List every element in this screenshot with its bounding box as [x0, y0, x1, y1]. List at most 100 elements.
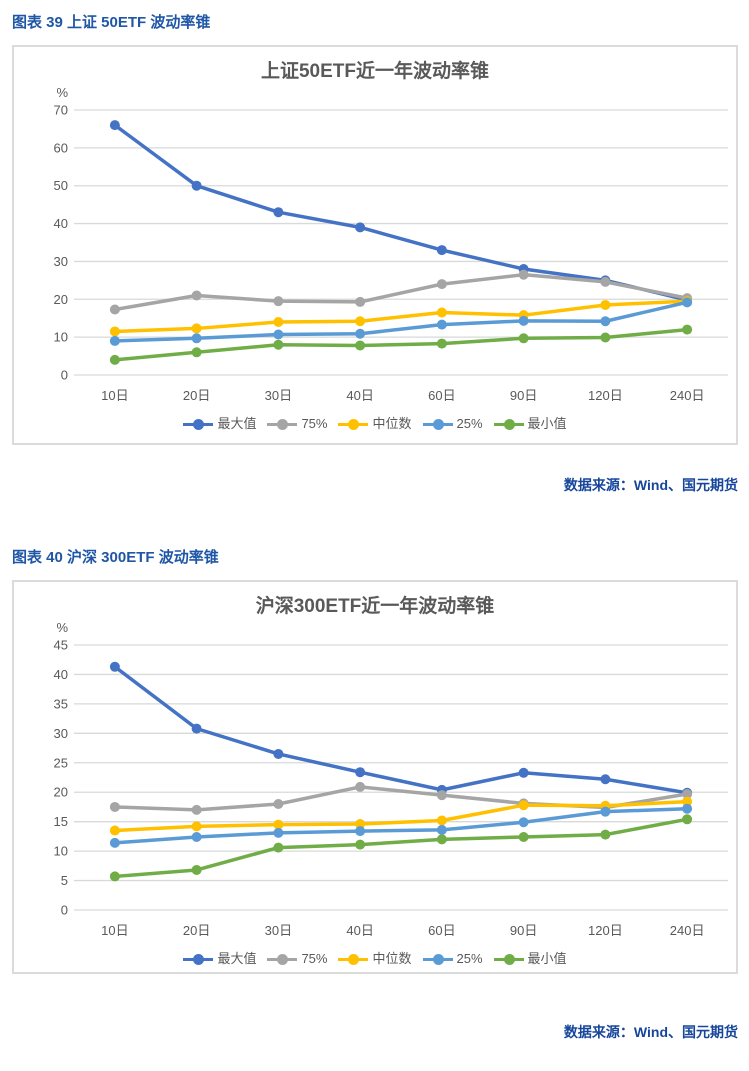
legend-marker-dot — [277, 953, 289, 965]
data-point — [682, 297, 693, 308]
data-point — [273, 799, 284, 809]
data-point — [355, 819, 366, 830]
data-point — [191, 831, 202, 842]
y-tick-label: 25 — [54, 755, 68, 770]
legend-marker-icon — [422, 953, 453, 965]
legend-item: 25% — [422, 415, 483, 433]
data-point — [600, 316, 611, 327]
legend-item: 最大值 — [183, 415, 256, 433]
data-point — [600, 774, 611, 785]
legend-marker-icon — [422, 418, 453, 430]
volatility-cone-chart-csi300: 0 5 10 15 20 25 30 35 40 45% 10日 20日 30日 40日 60日 90日 120… — [14, 620, 736, 946]
y-tick-label: 20 — [54, 785, 68, 800]
gridlines: 0 5 10 15 20 25 30 35 40 45 — [54, 638, 728, 918]
data-point — [682, 814, 693, 825]
chart-panel: 沪深300ETF近一年波动率锥 0 5 10 15 20 25 30 35 40 45% 10日 20… — [12, 580, 738, 974]
data-point — [273, 842, 284, 853]
legend-label: 中位数 — [372, 951, 412, 966]
chart-canvas: 0 10 20 30 40 50 60 70% 10日 20日 30日 40日 60日 90日 120日 24… — [54, 85, 728, 403]
data-point — [436, 338, 447, 349]
y-tick-label: 20 — [54, 292, 68, 307]
data-point — [191, 180, 202, 191]
data-point — [355, 222, 366, 233]
y-tick-label: 10 — [54, 844, 68, 859]
legend-marker-icon — [493, 418, 524, 430]
y-tick-label: 30 — [54, 726, 68, 741]
figure-caption: 图表 40 沪深 300ETF 波动率锥 — [12, 549, 219, 566]
data-point — [191, 723, 202, 734]
x-tick-label: 40日 — [346, 923, 373, 938]
data-point — [109, 335, 120, 346]
y-axis-unit-label: % — [56, 85, 68, 100]
legend-item: 75% — [267, 950, 327, 968]
figure-caption: 图表 39 上证 50ETF 波动率锥 — [12, 14, 211, 31]
data-point — [682, 788, 693, 799]
x-tick-label: 120日 — [588, 923, 623, 938]
y-tick-label: 5 — [61, 873, 68, 888]
legend-marker-icon — [493, 953, 524, 965]
legend-item: 最大值 — [183, 950, 256, 968]
legend-marker-dot — [503, 418, 515, 430]
legend-marker-icon — [267, 953, 298, 965]
legend-label: 最小值 — [527, 951, 567, 966]
x-tick-label: 240日 — [670, 923, 705, 938]
x-tick-label: 60日 — [428, 388, 455, 403]
series-25% — [109, 803, 693, 848]
y-tick-label: 70 — [54, 103, 68, 118]
chart-title: 上证50ETF近一年波动率锥 — [260, 61, 490, 82]
data-point — [109, 304, 120, 315]
legend-label: 25% — [456, 416, 483, 431]
x-tick-label: 90日 — [510, 923, 537, 938]
y-tick-label: 40 — [54, 216, 68, 231]
legend-marker-dot — [193, 418, 205, 430]
data-point — [273, 748, 284, 759]
series-最大值 — [109, 661, 693, 798]
x-tick-label: 30日 — [265, 388, 292, 403]
gridlines: 0 10 20 30 40 50 60 70 — [54, 103, 728, 383]
data-point — [682, 324, 693, 335]
data-point — [273, 207, 284, 218]
data-point — [191, 804, 202, 815]
data-point — [600, 299, 611, 310]
legend-marker-icon — [338, 418, 369, 430]
series-25% — [109, 297, 693, 346]
data-point — [600, 806, 611, 817]
legend-marker-icon — [183, 953, 214, 965]
chart-panel: 上证50ETF近一年波动率锥 0 10 20 30 40 50 60 70% 10日 20日 30日… — [12, 45, 738, 445]
x-tick-label: 30日 — [265, 923, 292, 938]
y-tick-label: 30 — [54, 254, 68, 269]
data-point — [109, 837, 120, 848]
data-point — [355, 328, 366, 339]
legend-item: 中位数 — [338, 950, 412, 968]
data-point — [191, 333, 202, 344]
data-point — [355, 767, 366, 778]
data-point — [518, 315, 529, 326]
y-tick-label: 45 — [54, 638, 68, 653]
legend-item: 最小值 — [493, 950, 567, 968]
data-point — [355, 826, 366, 837]
series-最小值 — [109, 814, 693, 882]
data-point — [600, 332, 611, 343]
x-tick-label: 240日 — [670, 388, 705, 403]
data-point — [273, 317, 284, 327]
legend-marker-dot — [432, 418, 444, 430]
legend-marker-dot — [348, 953, 360, 965]
data-point — [436, 834, 447, 845]
figure-40: 图表 40 沪深 300ETF 波动率锥 沪深300ETF近一年波动率锥 0 5 1… — [0, 547, 749, 1042]
data-point — [109, 871, 120, 882]
x-tick-labels: 10日 20日 30日 40日 60日 90日 120日 240日 — [101, 388, 704, 403]
legend-item: 25% — [422, 950, 483, 968]
data-point — [436, 824, 447, 835]
data-point — [436, 279, 447, 290]
data-point — [355, 316, 366, 327]
data-point — [355, 340, 366, 351]
data-point — [518, 800, 529, 811]
legend-item: 中位数 — [338, 415, 412, 433]
data-point — [600, 829, 611, 840]
data-source-note: 数据来源：Wind、国元期货 — [563, 477, 738, 493]
y-tick-label: 40 — [54, 667, 68, 682]
x-tick-label: 20日 — [183, 388, 210, 403]
legend-label: 最小值 — [527, 416, 567, 431]
legend-marker-dot — [432, 953, 444, 965]
legend-label: 25% — [456, 951, 483, 966]
